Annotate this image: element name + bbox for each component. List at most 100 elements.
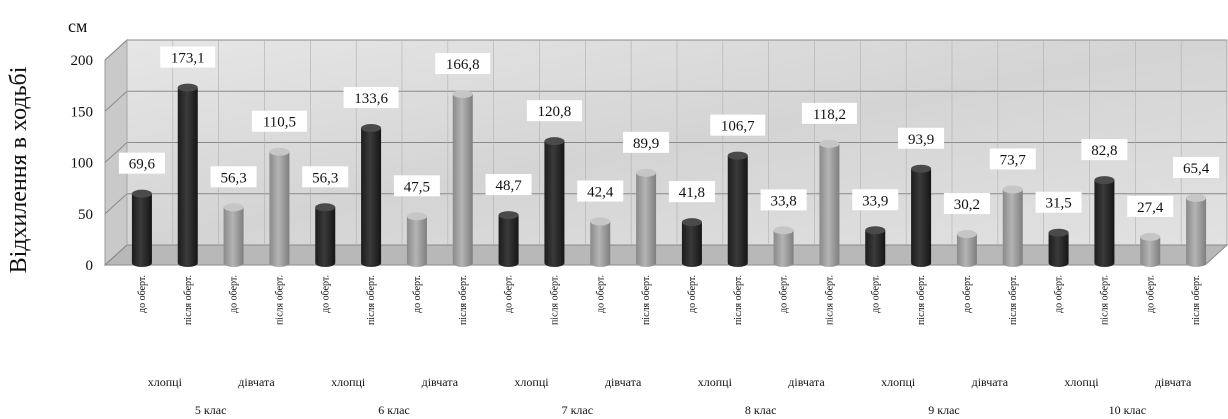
bar-top — [1094, 176, 1115, 185]
data-label: 47,5 — [404, 179, 430, 195]
data-label-box — [623, 131, 670, 153]
y-axis-title-text: Відхилення в ходьбі — [6, 66, 32, 273]
subgroup-label: хлопці — [698, 375, 733, 389]
bar — [498, 215, 519, 267]
bar — [544, 141, 565, 267]
bar-top — [361, 124, 382, 133]
data-label-box — [343, 87, 399, 109]
data-label: 41,8 — [679, 185, 705, 201]
x-tick-label: після оберт. — [733, 275, 744, 325]
group-label: 9 клас — [928, 403, 959, 417]
bar-top — [544, 137, 565, 146]
bar — [956, 234, 977, 267]
y-tick-label: 0 — [86, 258, 94, 274]
data-label-box — [577, 180, 624, 202]
x-tick-label: до оберт. — [595, 275, 606, 313]
bar-top — [1048, 228, 1069, 237]
data-label: 106,7 — [721, 119, 755, 135]
data-label-box — [1173, 156, 1220, 178]
bar — [773, 230, 794, 267]
data-label-box — [393, 175, 440, 197]
data-label-box — [118, 152, 165, 174]
bar-top — [681, 218, 702, 227]
subgroup-label: дівчата — [1155, 375, 1192, 389]
data-label-box — [485, 174, 532, 196]
data-label: 69,6 — [129, 157, 156, 173]
bar — [406, 216, 427, 267]
x-tick-label: до оберт. — [504, 275, 515, 313]
data-label-box — [852, 189, 899, 211]
bar-top — [636, 168, 657, 177]
data-label: 56,3 — [312, 170, 338, 186]
bar — [681, 222, 702, 267]
data-label-box — [898, 127, 945, 149]
bar — [1048, 232, 1069, 267]
x-tick-label: до оберт. — [1054, 275, 1065, 313]
data-label: 48,7 — [495, 178, 522, 194]
bar — [636, 172, 657, 267]
x-tick-label: після оберт. — [458, 275, 469, 325]
bar-top — [452, 90, 473, 99]
data-label-box — [760, 189, 807, 211]
data-label: 133,6 — [354, 91, 388, 107]
x-tick-label: після оберт. — [1099, 275, 1110, 325]
x-tick-label: після оберт. — [916, 275, 927, 325]
data-label: 166,8 — [446, 57, 480, 73]
bar — [223, 207, 244, 267]
bar — [1140, 236, 1161, 267]
bar — [590, 221, 611, 267]
data-label-box — [1035, 191, 1082, 213]
bar-top — [315, 203, 336, 212]
unit-label: см — [68, 16, 87, 36]
data-label-box — [1081, 139, 1128, 161]
subgroup-label: дівчата — [605, 375, 642, 389]
data-label: 120,8 — [538, 104, 572, 120]
data-label: 110,5 — [263, 115, 296, 131]
bar — [911, 168, 932, 267]
bar-top — [865, 226, 886, 235]
bar — [819, 143, 840, 267]
subgroup-label: хлопці — [1064, 375, 1099, 389]
bar-top — [773, 226, 794, 235]
x-tick-label: до оберт. — [137, 275, 148, 313]
subgroup-label: хлопці — [514, 375, 549, 389]
grid-line-side — [104, 142, 128, 163]
bar — [361, 128, 382, 267]
group-label: 5 клас — [195, 403, 226, 417]
bar — [865, 230, 886, 267]
data-label: 82,8 — [1091, 143, 1117, 159]
grid-line-side — [104, 39, 128, 61]
group-label: 8 клас — [745, 403, 776, 417]
bar — [315, 207, 336, 267]
grid-line-side — [104, 90, 128, 112]
x-tick-label: після оберт. — [824, 275, 835, 325]
data-label-box — [302, 166, 349, 188]
group-label: 7 клас — [562, 403, 593, 417]
bar-top — [177, 83, 198, 92]
data-label-box — [526, 100, 582, 122]
bar-top — [269, 147, 290, 156]
data-label: 31,5 — [1045, 196, 1071, 212]
bar-top — [911, 164, 932, 173]
data-label: 33,8 — [770, 193, 796, 209]
x-tick-label: до оберт. — [1145, 275, 1156, 313]
x-tick-label: до оберт. — [412, 275, 423, 313]
data-label: 173,1 — [171, 51, 205, 67]
bar-top — [223, 203, 244, 212]
bar-top — [498, 211, 519, 220]
subgroup-label: хлопці — [331, 375, 366, 389]
x-tick-label: до оберт. — [779, 275, 790, 313]
bar — [727, 155, 748, 267]
data-label: 89,9 — [633, 136, 659, 152]
bar-top — [819, 139, 840, 148]
bar — [1186, 197, 1207, 267]
x-tick-label: до оберт. — [229, 275, 240, 313]
bar — [1002, 189, 1023, 267]
y-axis-title: Відхилення в ходьбі — [6, 66, 32, 273]
data-label-box — [668, 181, 715, 203]
x-tick-label: після оберт. — [1191, 275, 1202, 325]
x-tick-label: після оберт. — [1008, 275, 1019, 325]
bar-top — [131, 189, 152, 198]
bar-top — [406, 212, 427, 221]
